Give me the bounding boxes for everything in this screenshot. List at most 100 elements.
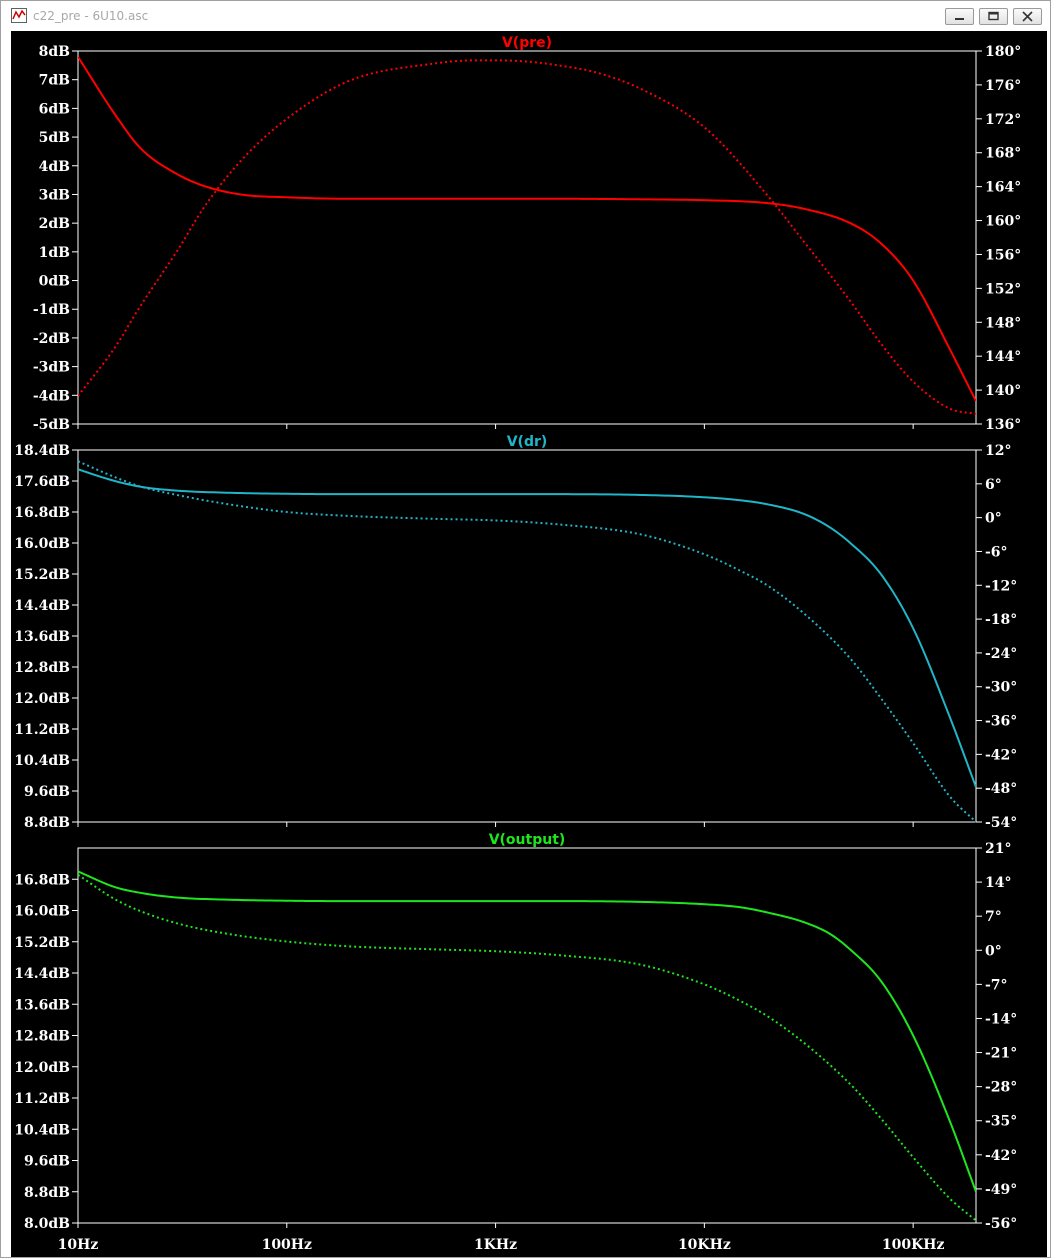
waveform-app-icon	[11, 8, 27, 23]
right-tick-label: -49°	[985, 1182, 1017, 1198]
left-tick-label: 14.4dB	[14, 598, 70, 614]
x-tick-label: 10KHz	[678, 1237, 731, 1253]
left-tick-label: 12.0dB	[14, 1060, 70, 1076]
left-tick-label: 8.8dB	[24, 815, 70, 831]
left-tick-label: 7dB	[39, 73, 71, 89]
trace-title: V(dr)	[507, 434, 548, 450]
magnitude-trace	[78, 468, 976, 788]
right-tick-label: -30°	[985, 680, 1017, 696]
right-tick-label: 160°	[985, 214, 1021, 230]
minimize-button[interactable]	[945, 8, 974, 25]
right-tick-label: 172°	[985, 112, 1021, 128]
x-tick-label: 1KHz	[474, 1237, 517, 1253]
left-tick-label: 18.4dB	[14, 443, 70, 459]
left-tick-label: 4dB	[39, 159, 71, 175]
left-tick-label: 12.0dB	[14, 691, 70, 707]
left-tick-label: 5dB	[39, 130, 71, 146]
minimize-icon	[955, 18, 964, 20]
right-tick-label: 140°	[985, 383, 1021, 399]
left-tick-label: 9.6dB	[24, 784, 70, 800]
restore-button[interactable]	[979, 8, 1008, 25]
pane-frame	[77, 847, 977, 1224]
pane-1: 8dB 7dB 6dB 5dB 4dB 3dB 2dB 1dB 0dB -1dB -2dB -3dB -…	[33, 35, 1021, 433]
right-tick-label: 14°	[985, 875, 1011, 891]
right-tick-label: 12°	[985, 443, 1011, 459]
right-tick-label: -21°	[985, 1046, 1017, 1062]
left-tick-label: 10.4dB	[14, 753, 70, 769]
right-tick-label: 164°	[985, 180, 1021, 196]
left-tick-label: 15.2dB	[14, 567, 70, 583]
pane-frame	[77, 50, 977, 425]
right-tick-label: -54°	[985, 815, 1017, 831]
right-tick-label: -7°	[985, 977, 1008, 993]
left-tick-label: 1dB	[39, 245, 71, 261]
left-tick-label: 16.0dB	[14, 536, 70, 552]
right-tick-label: -42°	[985, 747, 1017, 763]
trace-title: V(pre)	[502, 35, 552, 51]
magnitude-trace	[78, 870, 976, 1193]
right-tick-label: 148°	[985, 315, 1021, 331]
right-tick-label: -14°	[985, 1011, 1017, 1027]
right-tick-label: -28°	[985, 1080, 1017, 1096]
right-tick-label: -12°	[985, 578, 1017, 594]
left-tick-label: 9.6dB	[24, 1154, 70, 1170]
pane-frame	[77, 449, 977, 823]
restore-icon	[988, 11, 999, 21]
right-tick-label: 7°	[985, 909, 1002, 925]
left-tick-label: 14.4dB	[14, 966, 70, 982]
close-button[interactable]	[1013, 8, 1042, 25]
left-tick-label: 2dB	[39, 216, 71, 232]
right-tick-label: -36°	[985, 714, 1017, 730]
right-tick-label: -6°	[985, 544, 1008, 560]
left-tick-label: 8.0dB	[24, 1216, 70, 1232]
title-bar[interactable]: c22_pre - 6U10.asc	[1, 1, 1050, 31]
left-tick-label: 8.8dB	[24, 1185, 70, 1201]
x-tick-label: 10Hz	[58, 1237, 99, 1253]
left-tick-label: 16.8dB	[14, 505, 70, 521]
left-tick-label: 6dB	[39, 101, 71, 117]
left-tick-label: 12.8dB	[14, 660, 70, 676]
left-tick-label: -4dB	[33, 388, 70, 404]
right-tick-label: -56°	[985, 1216, 1017, 1232]
phase-trace	[78, 873, 976, 1222]
left-tick-label: 13.6dB	[14, 629, 70, 645]
right-tick-label: 168°	[985, 146, 1021, 162]
pane-3: 16.8dB 16.0dB 15.2dB 14.4dB 13.6dB 12.8dB 12.0…	[14, 832, 1017, 1232]
left-tick-label: -1dB	[33, 302, 70, 318]
right-tick-label: 6°	[985, 477, 1002, 493]
x-tick-label: 100KHz	[882, 1237, 945, 1253]
window-title: c22_pre - 6U10.asc	[33, 9, 149, 23]
left-tick-label: 16.0dB	[14, 904, 70, 920]
magnitude-trace	[78, 56, 976, 402]
right-tick-label: 144°	[985, 349, 1021, 365]
pane-2: 18.4dB 17.6dB 16.8dB 16.0dB 15.2dB 14.4dB 13.6…	[14, 434, 1017, 831]
right-tick-label: 180°	[985, 44, 1021, 60]
right-tick-label: -42°	[985, 1148, 1017, 1164]
trace-title: V(output)	[489, 832, 566, 848]
right-tick-label: 0°	[985, 943, 1002, 959]
right-tick-label: -18°	[985, 612, 1017, 628]
right-tick-label: 156°	[985, 247, 1021, 263]
left-tick-label: -5dB	[33, 417, 70, 433]
left-tick-label: 8dB	[39, 44, 71, 60]
left-tick-label: 16.8dB	[14, 872, 70, 888]
right-tick-label: -24°	[985, 646, 1017, 662]
left-tick-label: 11.2dB	[14, 1091, 70, 1107]
right-tick-label: 0°	[985, 511, 1002, 527]
left-tick-label: 15.2dB	[14, 935, 70, 951]
left-tick-label: 10.4dB	[14, 1122, 70, 1138]
right-tick-label: 152°	[985, 281, 1021, 297]
left-tick-label: 3dB	[39, 187, 71, 203]
phase-trace	[78, 460, 976, 823]
phase-trace	[78, 59, 976, 415]
plot-area[interactable]	[11, 31, 1047, 1257]
right-tick-label: 176°	[985, 78, 1021, 94]
left-tick-label: 13.6dB	[14, 997, 70, 1013]
left-tick-label: 17.6dB	[14, 474, 70, 490]
bode-plot-chart[interactable]: 8dB 7dB 6dB 5dB 4dB 3dB 2dB 1dB 0dB -1dB -2dB -3dB -…	[11, 31, 1047, 1257]
left-tick-label: -2dB	[33, 331, 70, 347]
left-tick-label: 0dB	[39, 274, 71, 290]
left-tick-label: 12.8dB	[14, 1029, 70, 1045]
left-tick-label: -3dB	[33, 360, 70, 376]
